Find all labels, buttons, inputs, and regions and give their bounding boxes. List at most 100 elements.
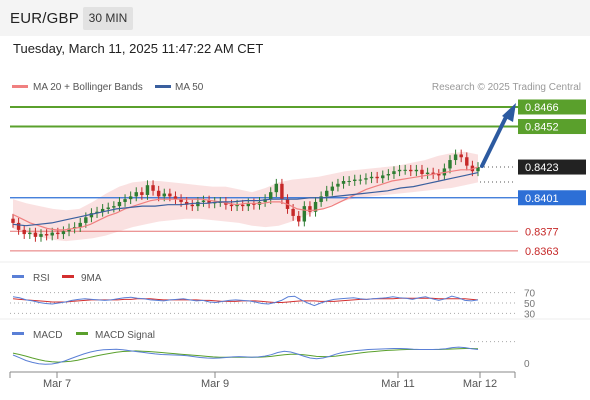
candle-body	[397, 169, 402, 172]
candle-body	[353, 179, 357, 181]
candle-body	[50, 232, 54, 236]
candle-body	[162, 193, 166, 197]
candle-body	[252, 203, 256, 205]
candle-body	[476, 167, 480, 172]
pivot-badge	[518, 190, 586, 206]
candle-body	[179, 199, 183, 202]
macd-legend-label: MACD	[33, 330, 62, 341]
candle-body	[291, 208, 295, 216]
candle-body	[156, 190, 161, 197]
candle-body	[56, 232, 60, 235]
rsi-tick-label: 50	[524, 299, 536, 310]
macd-signal-legend-label: MACD Signal	[95, 330, 155, 341]
ma50-legend-label: MA 50	[175, 82, 204, 93]
bollinger-band	[13, 151, 478, 242]
candle-body	[308, 206, 312, 212]
candle-body	[67, 228, 71, 232]
x-tick-label: Mar 11	[381, 378, 414, 390]
candle-body	[386, 174, 391, 176]
ma20-legend-swatch	[12, 85, 28, 88]
forecast-arrow-head	[502, 103, 516, 122]
rsi-legend-swatch	[12, 275, 24, 278]
candle-body	[392, 171, 396, 175]
candle-body	[145, 185, 150, 195]
candle-body	[420, 169, 424, 175]
forecast-arrow-shaft	[480, 115, 508, 168]
rsi-ma-legend-label: 9MA	[81, 273, 102, 284]
candle-body	[403, 169, 407, 171]
current-price-badge	[518, 159, 586, 175]
candle-body	[319, 196, 323, 202]
candle-body	[33, 232, 38, 237]
candle-body	[375, 176, 379, 179]
macd-zero-label: 0	[524, 359, 530, 370]
candle-body	[235, 204, 239, 207]
ma50-legend-swatch	[155, 85, 171, 88]
copyright-text: Research © 2025 Trading Central	[432, 82, 581, 93]
candle-body	[437, 174, 441, 176]
candle-body	[151, 185, 155, 191]
rsi-line	[12, 295, 479, 307]
macd-legend-swatch	[12, 332, 24, 335]
candle-body	[414, 169, 419, 172]
candles	[11, 149, 480, 242]
candle-body	[22, 229, 26, 235]
support-label: 0.8363	[525, 246, 559, 258]
candle-body	[123, 199, 127, 202]
candle-body	[100, 208, 105, 212]
candle-body	[448, 160, 452, 169]
candle-body	[39, 234, 43, 237]
ma50-line	[12, 172, 479, 227]
candle-body	[274, 183, 279, 193]
candle-body	[128, 196, 133, 200]
candle-body	[369, 176, 374, 179]
candle-body	[246, 203, 251, 207]
candle-body	[358, 179, 363, 181]
price-levels: 0.8466 0.8452 0.8423 0.8401 0.8377 0.8363	[10, 99, 586, 258]
current-price-label: 0.8423	[525, 162, 559, 174]
candle-body	[112, 206, 116, 208]
candle-body	[16, 222, 21, 230]
candle-body	[364, 178, 368, 180]
candle-body	[381, 175, 385, 179]
candle-body	[168, 193, 172, 197]
bollinger-band-area	[13, 151, 478, 242]
macd-signal-line	[12, 348, 479, 363]
candle-body	[313, 201, 318, 212]
candle-body	[196, 201, 200, 207]
rsi-ma-legend-swatch	[62, 275, 74, 278]
x-tick-label: Mar 9	[201, 378, 229, 390]
candle-body	[106, 207, 110, 209]
candle-body	[341, 181, 346, 184]
candle-body	[263, 199, 267, 202]
candle-body	[11, 218, 15, 223]
x-tick-label: Mar 7	[43, 378, 71, 390]
candle-body	[84, 217, 88, 223]
candle-body	[190, 204, 194, 207]
timeframe-button[interactable]: 30 MIN	[83, 7, 133, 30]
candle-body	[201, 200, 206, 202]
candle-body	[336, 183, 340, 187]
resistance-badge	[518, 119, 586, 135]
pivot-label: 0.8401	[525, 193, 559, 205]
candle-body	[95, 211, 99, 214]
candle-body	[280, 183, 284, 200]
candle-body	[302, 206, 307, 222]
candle-body	[465, 157, 469, 166]
ma20-legend-label: MA 20 + Bollinger Bands	[33, 82, 143, 93]
candle-body	[28, 232, 32, 235]
candle-body	[347, 181, 351, 182]
resistance-badge	[518, 99, 586, 115]
candle-body	[78, 222, 82, 228]
candle-body	[268, 192, 273, 200]
candle-body	[330, 186, 335, 191]
header-bar: EUR/GBP 30 MIN	[0, 0, 590, 36]
resistance-label: 0.8452	[525, 122, 559, 134]
candle-body	[61, 231, 66, 235]
candle-body	[240, 204, 245, 207]
support-label: 0.8377	[525, 226, 559, 238]
candle-body	[173, 196, 178, 200]
resistance-label: 0.8466	[525, 102, 559, 114]
